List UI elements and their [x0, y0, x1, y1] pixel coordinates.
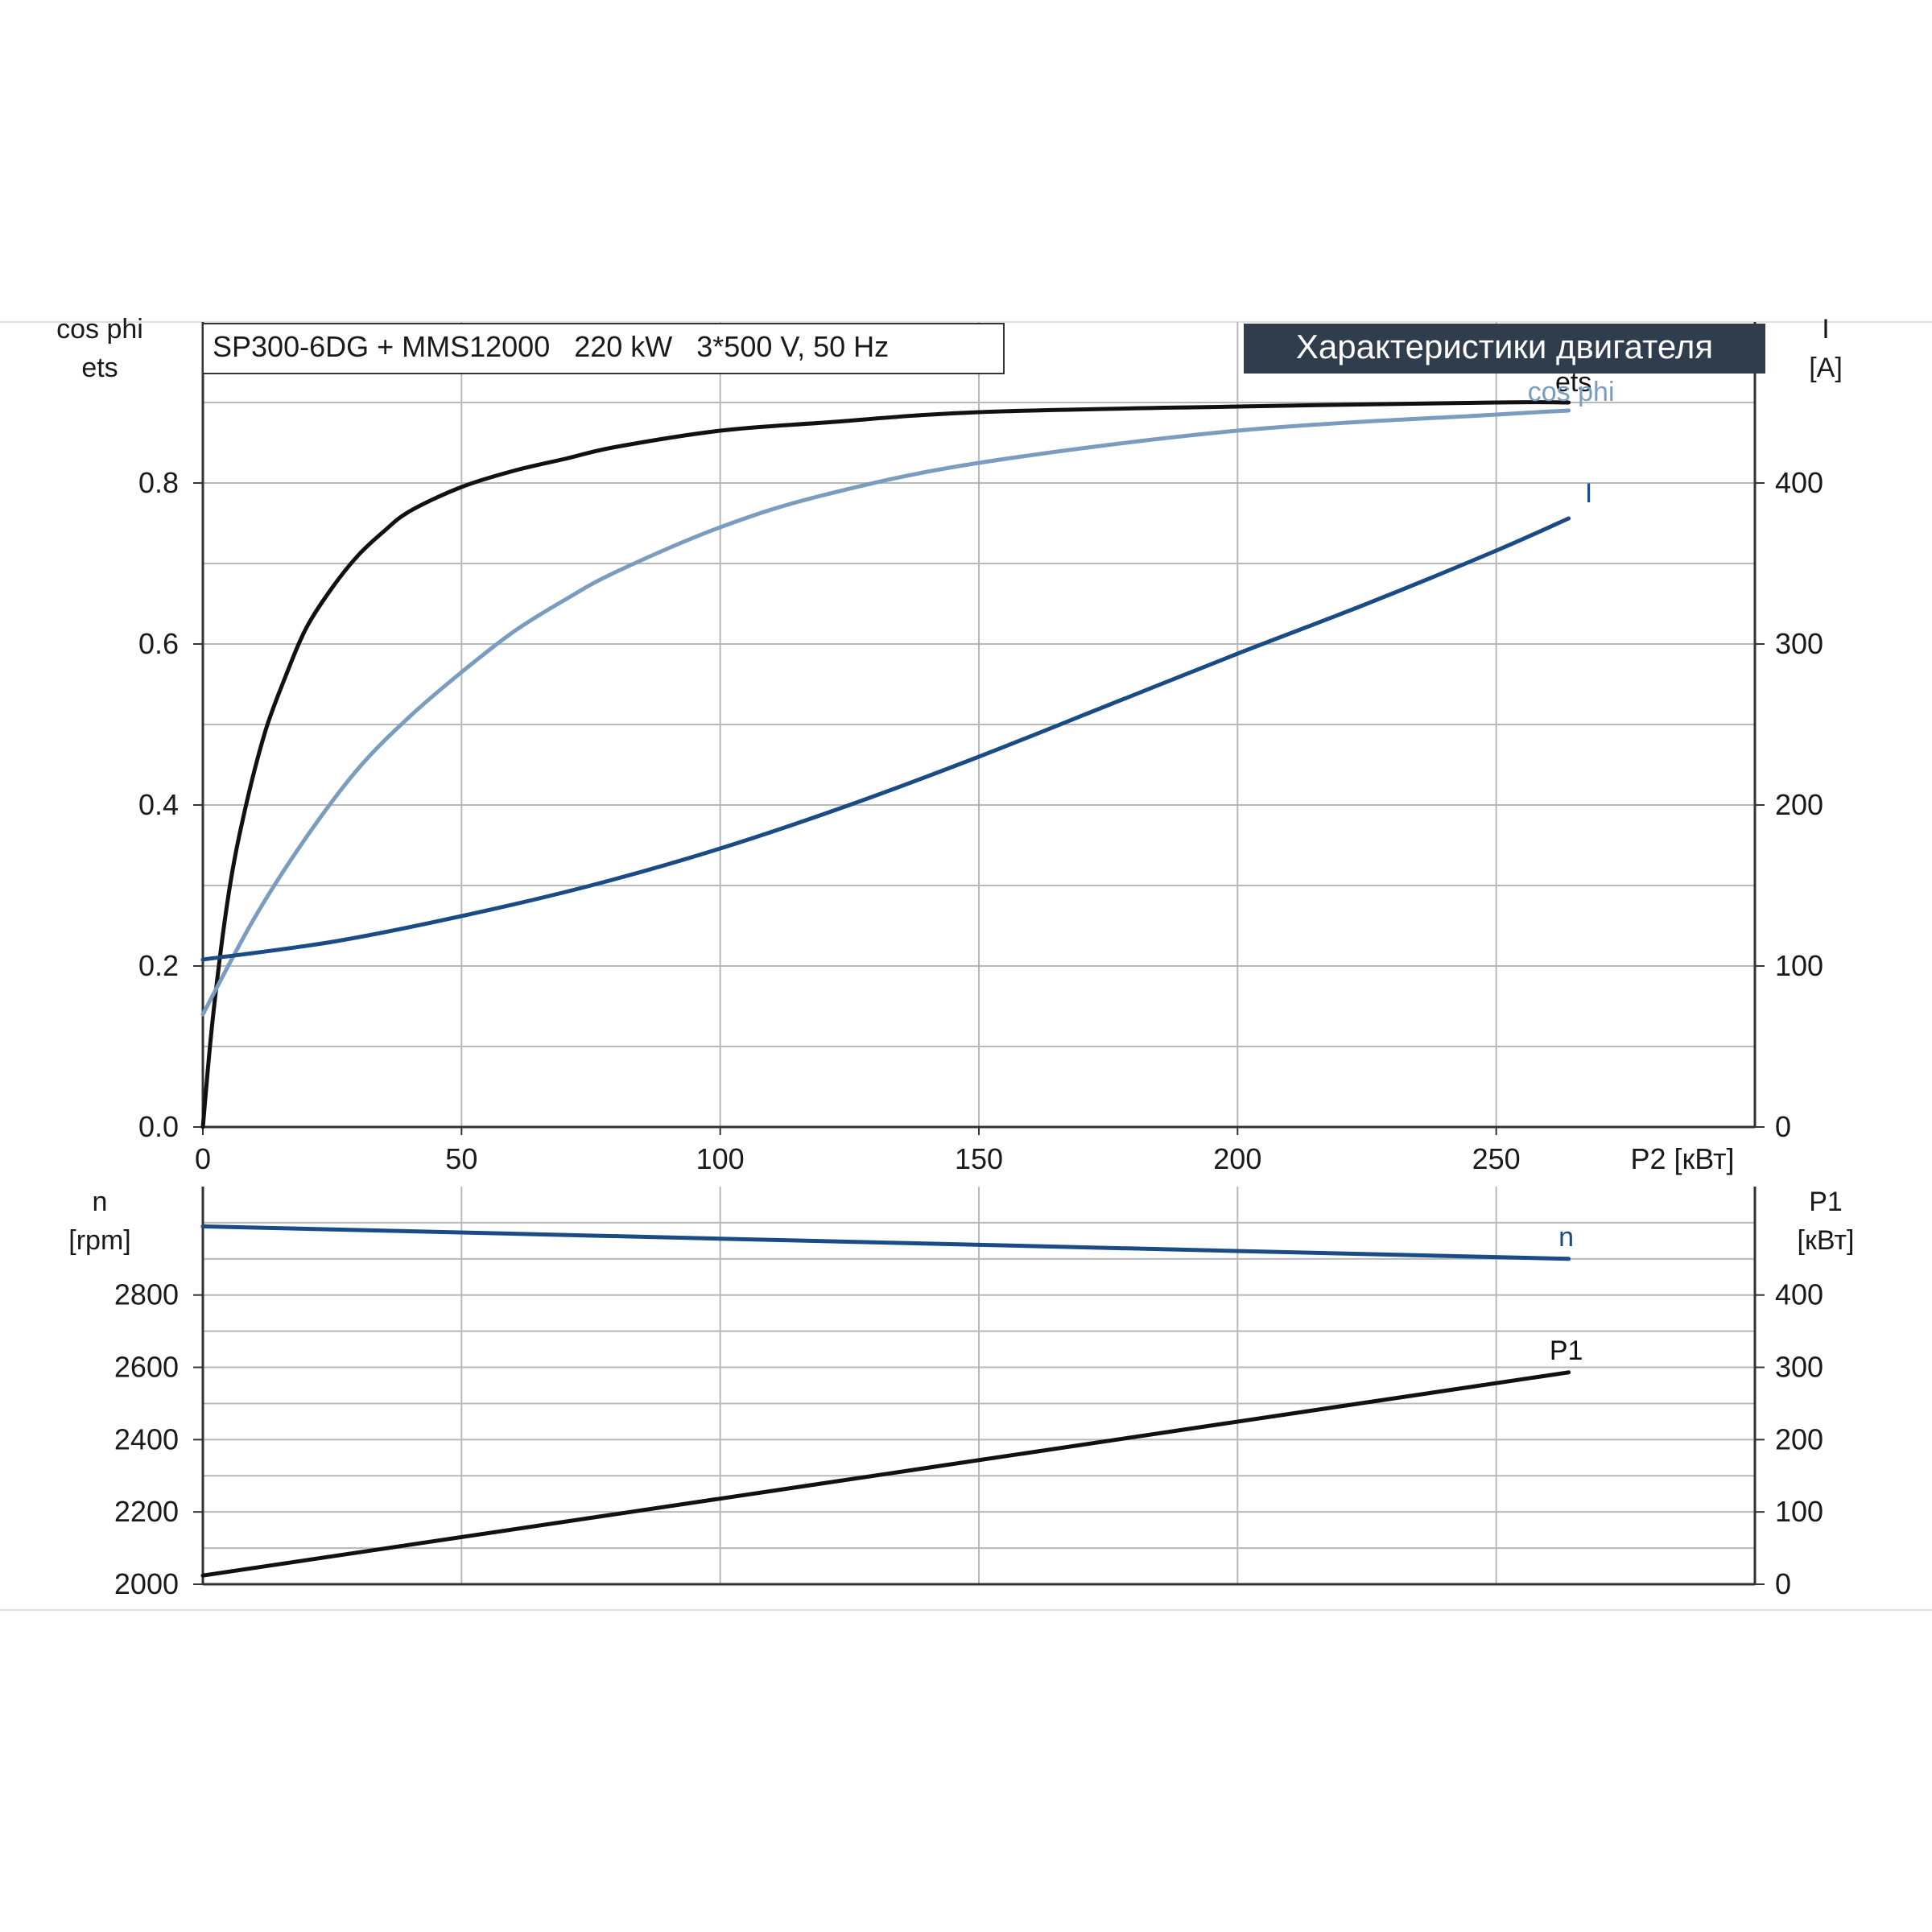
bottom-left-axis-title: n — [93, 1187, 108, 1217]
bottom-chart-area: 2000 2200 2400 2600 2800 0 100 200 300 400 n [rpm] P… — [68, 1187, 1854, 1600]
bottom-right-axis-title: [кВт] — [1798, 1225, 1855, 1256]
bottom-series-p1 — [200, 1370, 1571, 1578]
top-series-label-cos-phi: cos phi — [1528, 377, 1615, 407]
top-right-tick-label: 300 — [1775, 627, 1823, 660]
bottom-left-tick-label: 2400 — [114, 1422, 179, 1455]
top-left-tick-label: 0.6 — [138, 627, 179, 660]
bottom-left-tick-label: 2000 — [114, 1567, 179, 1600]
bottom-series-label-p1: P1 — [1550, 1335, 1583, 1366]
top-left-axis-title: cos phi — [56, 314, 143, 345]
bottom-right-tick-label: 400 — [1775, 1278, 1823, 1311]
bottom-right-tick-label: 100 — [1775, 1495, 1823, 1528]
chart-title: Характеристики двигателя — [1296, 328, 1713, 365]
bottom-left-tick-label: 2600 — [114, 1351, 179, 1384]
bottom-right-tick-label: 300 — [1775, 1351, 1823, 1384]
bottom-right-axis-title: P1 — [1809, 1187, 1843, 1217]
top-left-axis-title: ets — [81, 353, 118, 383]
top-left-tick-label: 0.0 — [138, 1110, 179, 1143]
pump-info-box — [202, 323, 1005, 374]
top-x-tick-label: 100 — [696, 1142, 745, 1175]
top-right-tick-label: 0 — [1775, 1110, 1791, 1143]
bottom-right-tick-label: 200 — [1775, 1422, 1823, 1455]
top-left-tick-label: 0.8 — [138, 466, 179, 499]
top-x-tick-label: 200 — [1213, 1142, 1261, 1175]
top-left-tick-label: 0.2 — [138, 949, 179, 982]
bottom-left-tick-label: 2800 — [114, 1278, 179, 1311]
top-right-tick-label: 400 — [1775, 466, 1823, 499]
top-chart-area: 0.0 0.2 0.4 0.6 0.8 0 100 200 300 400 0 50 100 150 200… — [56, 314, 1843, 1175]
top-x-tick-label: 0 — [195, 1142, 211, 1175]
top-series-ets — [200, 400, 1571, 1129]
top-left-tick-label: 0.4 — [138, 788, 179, 821]
top-x-axis-label: P2 [кВт] — [1630, 1142, 1734, 1175]
top-right-axis-title: [A] — [1809, 353, 1843, 383]
top-series-label-i: I — [1585, 478, 1592, 509]
top-series-cos-phi — [200, 408, 1571, 1017]
bottom-series-n — [200, 1224, 1571, 1261]
pump-info-text: SP300-6DG + MMS12000 220 kW 3*500 V, 50 … — [213, 330, 889, 363]
top-right-tick-label: 100 — [1775, 949, 1823, 982]
chart-title-box — [1244, 324, 1765, 374]
top-right-axis-title: I — [1822, 314, 1829, 345]
top-x-tick-label: 50 — [445, 1142, 477, 1175]
top-x-tick-label: 150 — [955, 1142, 1003, 1175]
bottom-right-tick-label: 0 — [1775, 1567, 1791, 1600]
bottom-series-label-n: n — [1558, 1222, 1574, 1253]
top-right-tick-label: 200 — [1775, 788, 1823, 821]
bottom-left-tick-label: 2200 — [114, 1495, 179, 1528]
top-x-tick-label: 250 — [1472, 1142, 1521, 1175]
top-series-i — [200, 516, 1571, 962]
bottom-left-axis-title: [rpm] — [68, 1225, 130, 1256]
